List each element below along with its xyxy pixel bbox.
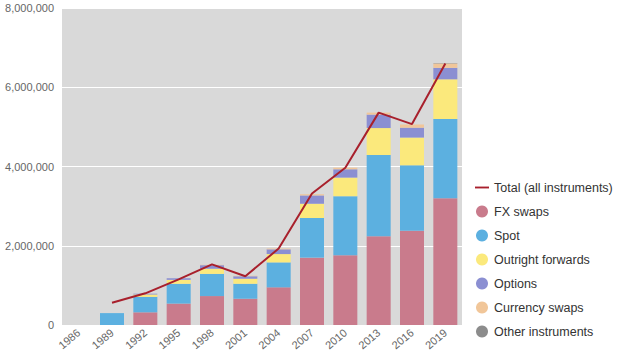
svg-text:1992: 1992 (123, 326, 149, 351)
svg-text:2016: 2016 (389, 326, 415, 351)
svg-text:2019: 2019 (423, 326, 449, 351)
svg-text:6,000,000: 6,000,000 (5, 81, 54, 93)
svg-text:4,000,000: 4,000,000 (5, 161, 54, 173)
svg-text:Outright forwards: Outright forwards (494, 253, 590, 267)
svg-text:Options: Options (494, 277, 537, 291)
svg-text:FX swaps: FX swaps (494, 205, 549, 219)
svg-text:Currency swaps: Currency swaps (494, 301, 584, 315)
svg-text:2,000,000: 2,000,000 (5, 240, 54, 252)
svg-text:0: 0 (48, 319, 54, 331)
svg-text:2001: 2001 (223, 326, 249, 351)
svg-text:1986: 1986 (56, 326, 82, 351)
svg-text:1998: 1998 (189, 326, 215, 351)
svg-text:8,000,000: 8,000,000 (5, 2, 54, 14)
svg-text:1989: 1989 (89, 326, 115, 351)
svg-text:2007: 2007 (289, 326, 315, 351)
svg-text:Total (all instruments): Total (all instruments) (494, 181, 613, 195)
svg-text:2013: 2013 (356, 326, 382, 351)
svg-text:2004: 2004 (256, 326, 282, 351)
svg-text:2010: 2010 (323, 326, 349, 351)
svg-text:1995: 1995 (156, 326, 182, 351)
svg-text:Other instruments: Other instruments (494, 325, 593, 339)
svg-text:Spot: Spot (494, 229, 520, 243)
